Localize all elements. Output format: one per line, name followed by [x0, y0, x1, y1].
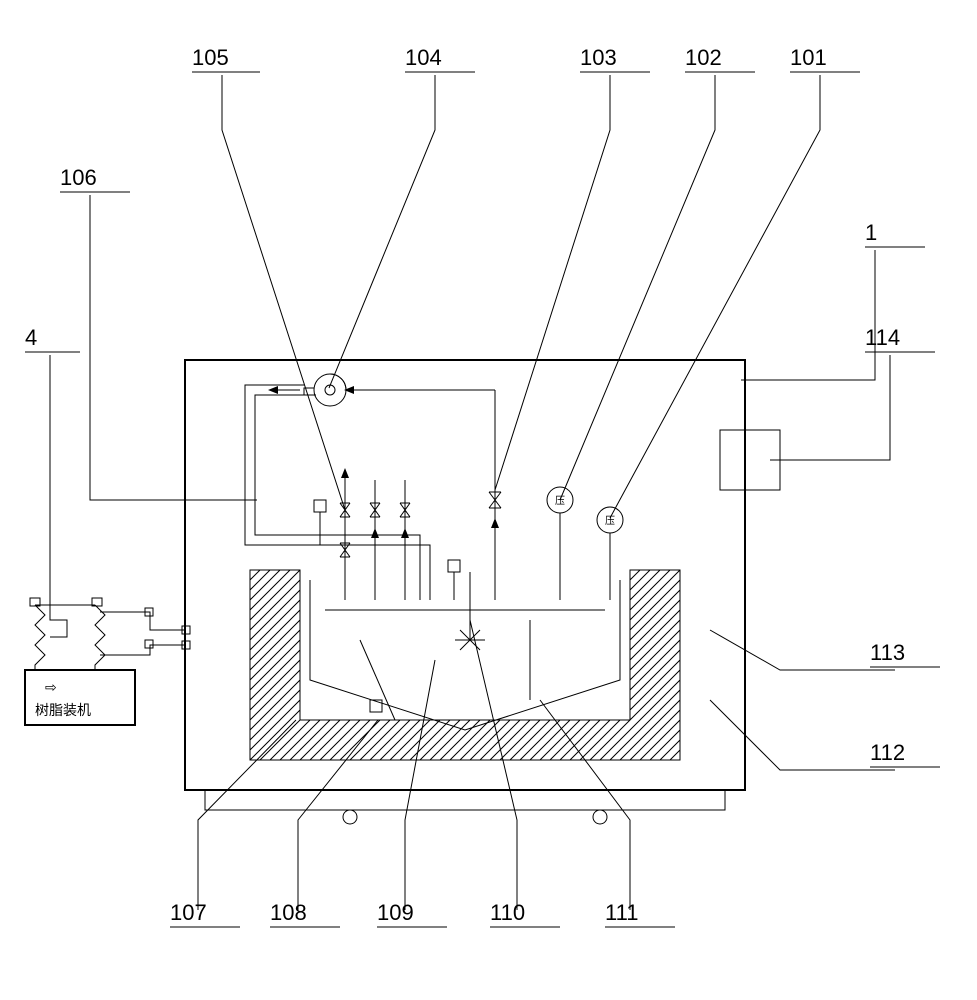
hose-top — [100, 612, 185, 630]
arrow-glyph: ⇨ — [45, 679, 57, 695]
sensor-109 — [448, 560, 460, 572]
label-114: 114 — [865, 325, 900, 350]
label-106: 106 — [60, 165, 97, 190]
label-110: 110 — [490, 900, 525, 925]
label-107: 107 — [170, 900, 207, 925]
duct-down-b — [255, 395, 420, 600]
label-104: 104 — [405, 45, 442, 70]
duct-down — [245, 385, 430, 600]
label-108: 108 — [270, 900, 307, 925]
label-111: 111 — [605, 900, 638, 925]
wheel-left — [343, 810, 357, 824]
label-113: 113 — [870, 640, 905, 665]
label-109: 109 — [377, 900, 414, 925]
svg-text:压: 压 — [605, 515, 615, 527]
riser-3 — [400, 480, 410, 600]
tank-wall-113 — [250, 570, 680, 760]
riser-2 — [370, 480, 380, 600]
gauge-101: 压 — [597, 507, 623, 600]
sensor-left — [314, 500, 326, 512]
heater-107 — [360, 640, 395, 720]
hose-bot — [100, 645, 185, 655]
stirrer-110 — [455, 572, 485, 650]
label-102: 102 — [685, 45, 722, 70]
label-103: 103 — [580, 45, 617, 70]
label-1: 1 — [865, 220, 877, 245]
basin-112 — [310, 580, 620, 730]
label-4: 4 — [25, 325, 37, 350]
diagram-svg: 压 压 ⇨ 树脂装机 — [0, 0, 977, 1000]
label-112: 112 — [870, 740, 905, 765]
leader-lines — [50, 75, 895, 910]
svg-text:压: 压 — [555, 495, 565, 507]
gauge-102: 压 — [547, 487, 573, 600]
resin-loader-label: 树脂装机 — [35, 702, 91, 718]
label-105: 105 — [192, 45, 229, 70]
base-plate — [205, 790, 725, 810]
wheel-right — [593, 810, 607, 824]
label-101: 101 — [790, 45, 827, 70]
